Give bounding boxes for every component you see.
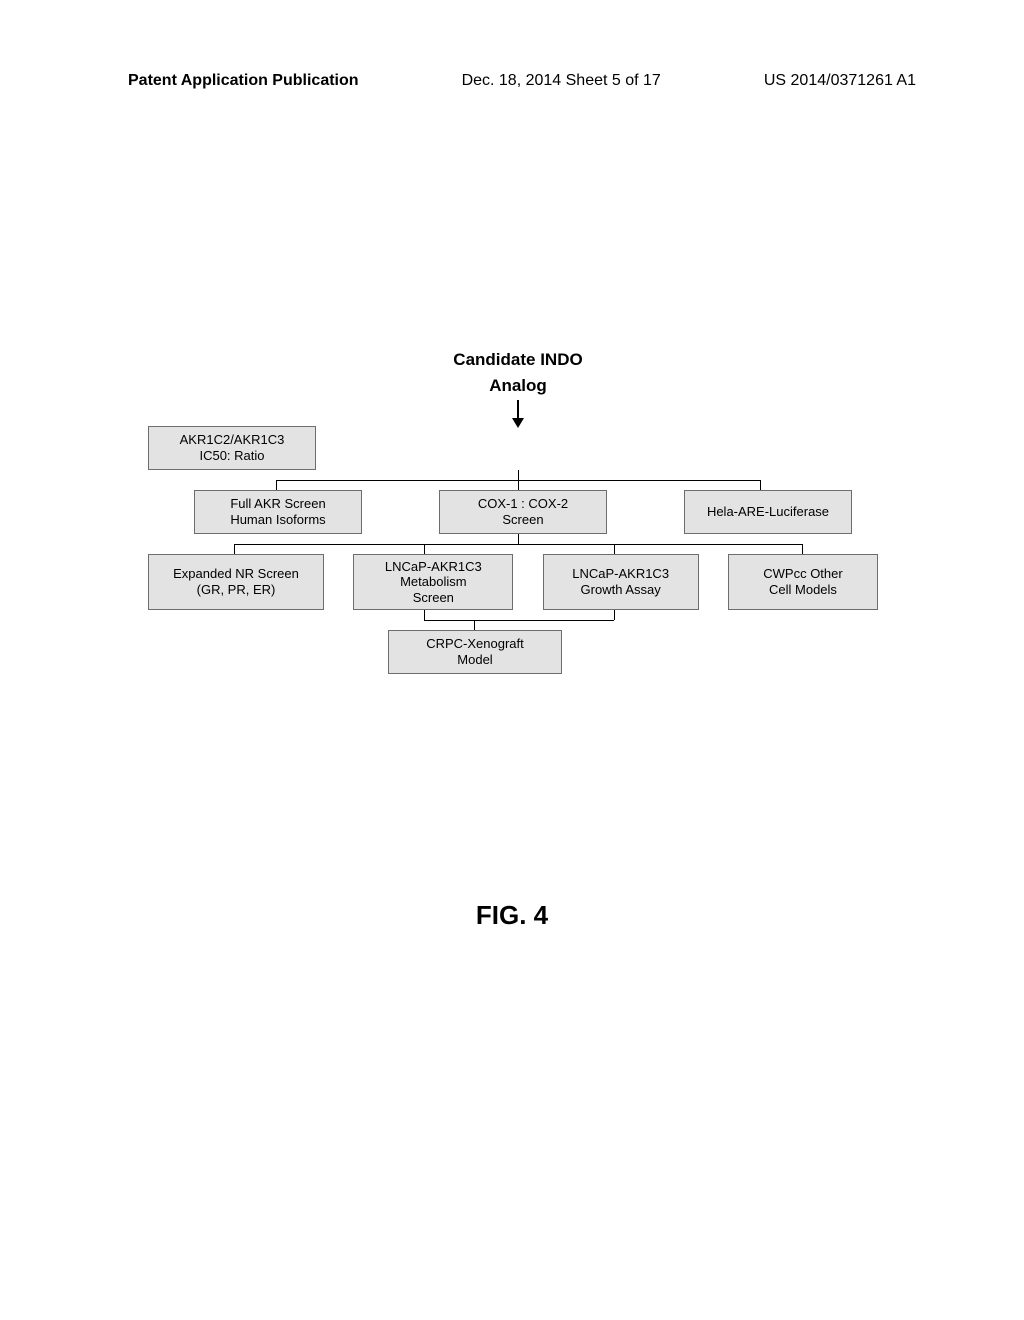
row-3: Expanded NR Screen (GR, PR, ER) LNCaP-AK… (148, 554, 888, 610)
node-label: Expanded NR Screen (173, 566, 299, 582)
flowchart: Candidate INDO Analog AKR1C2/AKR1C3 IC50… (148, 350, 888, 674)
header-publication: Patent Application Publication (128, 72, 359, 90)
node-label: Full AKR Screen (230, 496, 325, 512)
connector (148, 470, 888, 490)
node-hela-are-luciferase: Hela-ARE-Luciferase (684, 490, 852, 534)
arrow-down-icon (517, 400, 519, 426)
connector (148, 534, 888, 554)
node-full-akr-screen: Full AKR Screen Human Isoforms (194, 490, 362, 534)
node-label: AKR1C2/AKR1C3 (180, 432, 285, 448)
node-label: Cell Models (769, 582, 837, 598)
node-label: LNCaP-AKR1C3 (572, 566, 669, 582)
flowchart-title-line1: Candidate INDO (148, 350, 888, 370)
node-lncap-growth: LNCaP-AKR1C3 Growth Assay (543, 554, 699, 610)
node-label: IC50: Ratio (199, 448, 264, 464)
node-crpc-xenograft: CRPC-Xenograft Model (388, 630, 562, 674)
node-expanded-nr-screen: Expanded NR Screen (GR, PR, ER) (148, 554, 324, 610)
node-label: CWPcc Other (763, 566, 842, 582)
node-akr1c2-akr1c3: AKR1C2/AKR1C3 IC50: Ratio (148, 426, 316, 470)
node-label: CRPC-Xenograft (426, 636, 524, 652)
node-label: Model (457, 652, 492, 668)
flowchart-title-line2: Analog (148, 376, 888, 396)
row-2: Full AKR Screen Human Isoforms COX-1 : C… (148, 490, 888, 534)
header-patent-number: US 2014/0371261 A1 (764, 72, 916, 90)
node-cwpcc-other: CWPcc Other Cell Models (728, 554, 878, 610)
page: Patent Application Publication Dec. 18, … (0, 0, 1024, 1320)
page-header: Patent Application Publication Dec. 18, … (0, 72, 1024, 90)
node-label: Growth Assay (581, 582, 661, 598)
connector (148, 610, 888, 630)
header-sheet-info: Dec. 18, 2014 Sheet 5 of 17 (462, 72, 661, 90)
node-label: Screen (413, 590, 454, 606)
node-label: Human Isoforms (230, 512, 325, 528)
node-label: LNCaP-AKR1C3 (385, 559, 482, 575)
node-label: Hela-ARE-Luciferase (707, 504, 829, 520)
node-label: (GR, PR, ER) (197, 582, 276, 598)
node-label: COX-1 : COX-2 (478, 496, 568, 512)
node-label: Screen (502, 512, 543, 528)
node-lncap-metabolism: LNCaP-AKR1C3 Metabolism Screen (353, 554, 513, 610)
figure-label: FIG. 4 (0, 900, 1024, 931)
node-label: Metabolism (400, 574, 466, 590)
node-cox-screen: COX-1 : COX-2 Screen (439, 490, 607, 534)
